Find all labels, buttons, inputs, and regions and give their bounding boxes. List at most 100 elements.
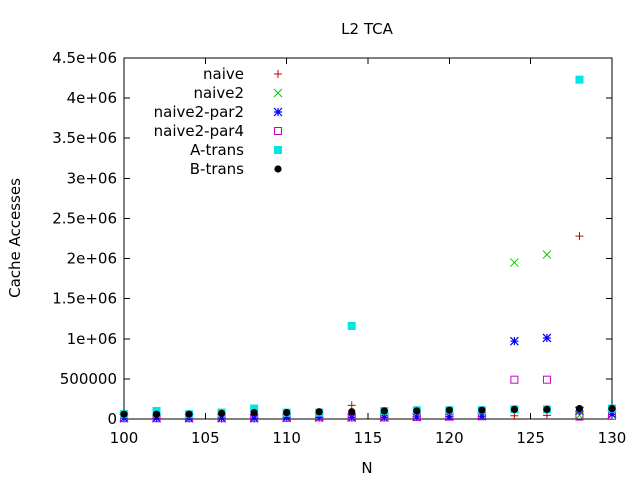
marker-shape <box>608 404 616 413</box>
y-tick-label: 1.5e+06 <box>52 290 117 308</box>
data-point <box>347 401 356 410</box>
legend-marker <box>274 127 282 135</box>
legend-marker <box>274 70 282 78</box>
marker-shape <box>274 127 282 135</box>
data-point <box>575 232 584 241</box>
points-layer <box>119 75 617 423</box>
data-point <box>184 413 194 423</box>
marker-shape <box>348 408 356 416</box>
data-point <box>152 410 161 418</box>
data-point <box>250 404 259 413</box>
legend-label: B-trans <box>190 160 244 178</box>
y-axis-label: Cache Accesses <box>6 178 24 298</box>
x-tick-label: 115 <box>354 429 383 447</box>
legend-item: B-trans <box>190 160 282 178</box>
data-point <box>315 408 323 416</box>
marker-shape <box>185 410 193 418</box>
series-naive2-par4 <box>120 375 616 423</box>
y-tick-label: 0 <box>107 410 117 428</box>
y-tick-label: 4e+06 <box>67 89 117 107</box>
series-naive2-par2 <box>119 333 617 423</box>
data-point <box>217 413 227 423</box>
data-point <box>542 250 552 259</box>
marker-shape <box>273 107 283 117</box>
marker-shape <box>412 412 422 422</box>
marker-shape <box>152 410 161 418</box>
legend-item: naive2-par2 <box>154 103 283 121</box>
legend-marker <box>273 107 283 117</box>
marker-shape <box>575 404 584 413</box>
data-point <box>510 405 518 413</box>
legend-marker <box>274 165 282 173</box>
data-point <box>412 412 422 422</box>
data-point <box>380 407 388 415</box>
marker-shape <box>607 409 617 419</box>
marker-shape <box>542 375 551 384</box>
legend-label: naive2-par2 <box>154 103 244 121</box>
data-point <box>509 336 519 346</box>
marker-shape <box>283 408 291 417</box>
x-tick-label: 130 <box>598 429 627 447</box>
x-tick-label: 120 <box>435 429 464 447</box>
legend-item: naive <box>203 65 282 83</box>
marker-shape <box>543 405 551 413</box>
marker-shape <box>250 408 258 417</box>
data-point <box>575 412 584 421</box>
marker-shape <box>509 336 519 346</box>
data-point <box>477 411 487 421</box>
marker-shape <box>120 410 128 418</box>
marker-shape <box>575 232 584 241</box>
data-point <box>347 412 357 422</box>
marker-shape <box>274 146 282 154</box>
y-tick-label: 2e+06 <box>67 250 117 268</box>
x-axis-label: N <box>361 459 372 477</box>
marker-shape <box>274 165 282 173</box>
data-point <box>510 258 519 267</box>
data-point <box>444 412 454 422</box>
marker-shape <box>218 409 226 417</box>
marker-shape <box>184 413 194 423</box>
y-tick-label: 1e+06 <box>67 330 117 348</box>
marker-shape <box>478 406 486 414</box>
series-B-trans <box>120 404 616 418</box>
marker-shape <box>379 412 389 422</box>
marker-shape <box>347 401 356 410</box>
marker-shape <box>477 411 487 421</box>
x-tick-label: 100 <box>110 429 139 447</box>
legend-label: naive2-par4 <box>154 122 244 140</box>
x-tick-label: 105 <box>191 429 220 447</box>
data-point <box>478 406 486 414</box>
marker-shape <box>273 88 283 98</box>
marker-shape <box>510 405 518 413</box>
legend-label: naive2 <box>193 84 244 102</box>
marker-shape <box>152 413 161 423</box>
marker-shape <box>413 407 421 415</box>
legend: naivenaive2naive2-par2naive2-par4A-trans… <box>154 65 283 178</box>
data-point <box>542 375 551 384</box>
ticks-layer: 100 105 110 115 120 125 130 0 500000 1e+06 1.5e+06… <box>52 49 626 447</box>
marker-shape <box>380 407 388 415</box>
legend-marker <box>273 88 283 98</box>
chart-title: L2 TCA <box>341 20 393 38</box>
marker-shape <box>282 413 292 423</box>
data-point <box>543 405 551 413</box>
data-point <box>542 333 552 343</box>
marker-shape <box>314 412 324 422</box>
data-point <box>218 409 226 417</box>
x-tick-label: 110 <box>272 429 301 447</box>
data-point <box>379 412 389 422</box>
y-tick-label: 3e+06 <box>67 169 117 187</box>
marker-shape <box>510 258 519 267</box>
legend-marker <box>274 146 282 154</box>
data-point <box>445 406 453 414</box>
marker-shape <box>444 412 454 422</box>
marker-shape <box>249 413 259 423</box>
data-point <box>152 413 161 423</box>
legend-item: naive2 <box>193 84 283 102</box>
marker-shape <box>575 75 584 84</box>
marker-shape <box>274 70 282 78</box>
data-point <box>120 410 128 418</box>
y-tick-label: 500000 <box>60 370 117 388</box>
y-tick-label: 2.5e+06 <box>52 209 117 227</box>
